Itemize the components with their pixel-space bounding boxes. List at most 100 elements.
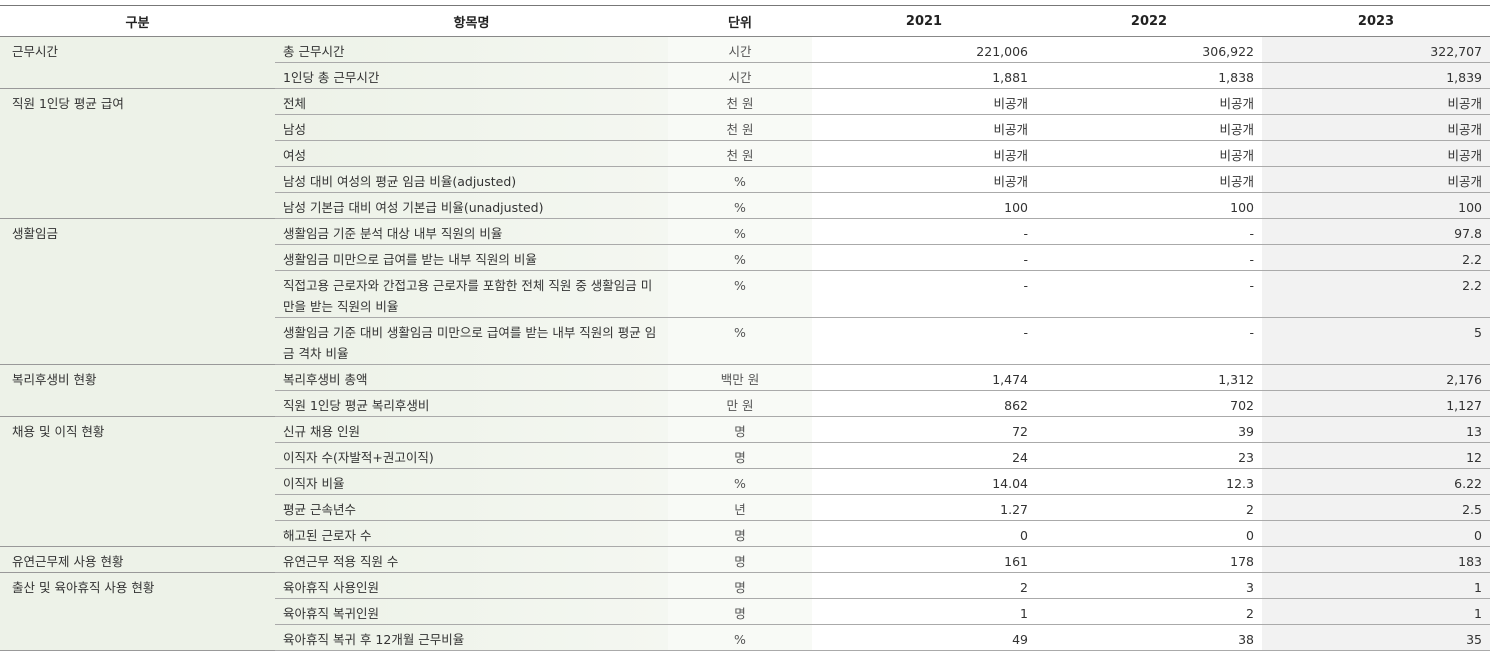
value-2021: -: [812, 244, 1036, 271]
table-row: 생활임금 생활임금 기준 분석 대상 내부 직원의 비율% - -97.8: [0, 218, 1490, 365]
hr-data-table: 구분 항목명 단위 2021 2022 2023 근무시간 총 근무시간 시간 221…: [0, 5, 1490, 651]
unit-cell: 천 원: [668, 140, 812, 167]
item-cell: 총 근무시간: [275, 36, 668, 63]
value-2022: -: [1036, 270, 1262, 318]
table-row: 이직자 수(자발적+권고이직) 명 24 23 12: [0, 442, 1490, 469]
value-2021: 1: [812, 598, 1036, 625]
unit-cell: 천 원: [668, 88, 812, 115]
value-2022: 1,838: [1036, 62, 1262, 89]
category-cell: 생활임금: [0, 218, 275, 365]
value-2022: 3: [1036, 572, 1262, 599]
value-2021: 1.27: [812, 494, 1036, 521]
item-cell: 남성: [275, 114, 668, 141]
unit-cell: 명: [668, 416, 812, 443]
value-2021: 161: [812, 546, 1036, 573]
value-2021: 24: [812, 442, 1036, 469]
value-2023: 1: [1262, 572, 1490, 599]
item-cell: 육아휴직 복귀인원: [275, 598, 668, 625]
value-2021: 1,881: [812, 62, 1036, 89]
value-2023: 비공개: [1262, 88, 1490, 115]
value-2021: 49: [812, 624, 1036, 651]
value-2023: 322,707: [1262, 36, 1490, 63]
unit-cell: 명: [668, 546, 812, 573]
table-row: 출산 및 육아휴직 사용 현황 육아휴직 사용인원 명 2 3 1: [0, 572, 1490, 651]
table-row: 1인당 총 근무시간 시간 1,881 1,838 1,839: [0, 62, 1490, 89]
unit-cell: 년: [668, 494, 812, 521]
unit-cell: %: [668, 218, 812, 245]
value-2023: 183: [1262, 546, 1490, 573]
category-cell: 유연근무제 사용 현황: [0, 546, 275, 573]
category-cell: 출산 및 육아휴직 사용 현황: [0, 572, 275, 651]
item-cell: 1인당 총 근무시간: [275, 62, 668, 89]
item-cell: 남성 대비 여성의 평균 임금 비율(adjusted): [275, 166, 668, 193]
value-2021: 2: [812, 572, 1036, 599]
value-2022: 178: [1036, 546, 1262, 573]
value-2022: 12.3: [1036, 468, 1262, 495]
value-2022: 306,922: [1036, 36, 1262, 63]
value-2023: 2.2: [1262, 244, 1490, 271]
item-cell: 전체: [275, 88, 668, 115]
value-2022: 1,312: [1036, 364, 1262, 391]
item-cell: 남성 기본급 대비 여성 기본급 비율(unadjusted): [275, 192, 668, 219]
category-cell: 근무시간: [0, 36, 275, 89]
value-2021: 1,474: [812, 364, 1036, 391]
value-2023: 0: [1262, 520, 1490, 547]
value-2023: 12: [1262, 442, 1490, 469]
table-row: 근무시간 총 근무시간 시간 221,006 306,922 322,707: [0, 36, 1490, 89]
value-2021: -: [812, 218, 1036, 245]
table-row: 이직자 비율% 14.04 12.3 6.22: [0, 468, 1490, 495]
item-cell: 신규 채용 인원: [275, 416, 668, 443]
header-2023: 2023: [1262, 5, 1490, 37]
value-2021: 비공개: [812, 88, 1036, 115]
item-cell: 육아휴직 복귀 후 12개월 근무비율: [275, 624, 668, 651]
value-2023: 35: [1262, 624, 1490, 651]
value-2022: 0: [1036, 520, 1262, 547]
table-row: 평균 근속년수 년 1.27 2 2.5: [0, 494, 1490, 521]
value-2021: 862: [812, 390, 1036, 417]
value-2022: 비공개: [1036, 166, 1262, 193]
table-row: 유연근무제 사용 현황 유연근무 적용 직원 수 명 161 178 183: [0, 546, 1490, 573]
table-row: 복리후생비 현황 복리후생비 총액 백만 원 1,474 1,312 2,176: [0, 364, 1490, 417]
unit-cell: 천 원: [668, 114, 812, 141]
value-2021: 비공개: [812, 140, 1036, 167]
value-2022: -: [1036, 244, 1262, 271]
category-cell: 복리후생비 현황: [0, 364, 275, 417]
value-2022: 38: [1036, 624, 1262, 651]
table-row: 채용 및 이직 현황 신규 채용 인원 명 72 39 13: [0, 416, 1490, 547]
table-row: 남성 천 원 비공개 비공개 비공개: [0, 114, 1490, 141]
unit-cell: %: [668, 468, 812, 495]
item-cell: 복리후생비 총액: [275, 364, 668, 391]
item-cell: 직원 1인당 평균 복리후생비: [275, 390, 668, 417]
value-2023: 1,127: [1262, 390, 1490, 417]
value-2023: 97.8: [1262, 218, 1490, 245]
value-2022: 비공개: [1036, 140, 1262, 167]
unit-cell: %: [668, 270, 812, 318]
category-cell: 채용 및 이직 현황: [0, 416, 275, 547]
table-row: 생활임금 미만으로 급여를 받는 내부 직원의 비율% - -2.2: [0, 244, 1490, 271]
table-row: 남성 기본급 대비 여성 기본급 비율(unadjusted)% 100 100 10…: [0, 192, 1490, 219]
unit-cell: 만 원: [668, 390, 812, 417]
value-2021: 비공개: [812, 114, 1036, 141]
unit-cell: 명: [668, 572, 812, 599]
value-2023: 5: [1262, 317, 1490, 365]
value-2023: 13: [1262, 416, 1490, 443]
unit-cell: %: [668, 244, 812, 271]
value-2022: -: [1036, 317, 1262, 365]
value-2021: -: [812, 317, 1036, 365]
value-2022: 비공개: [1036, 88, 1262, 115]
item-cell: 직접고용 근로자와 간접고용 근로자를 포함한 전체 직원 중 생활임금 미만을…: [275, 270, 668, 318]
value-2022: 39: [1036, 416, 1262, 443]
unit-cell: 시간: [668, 62, 812, 89]
value-2021: 100: [812, 192, 1036, 219]
header-2021: 2021: [812, 5, 1036, 37]
category-cell: 직원 1인당 평균 급여: [0, 88, 275, 219]
unit-cell: 명: [668, 442, 812, 469]
unit-cell: 시간: [668, 36, 812, 63]
header-category: 구분: [0, 5, 275, 37]
item-cell: 육아휴직 사용인원: [275, 572, 668, 599]
value-2023: 2.2: [1262, 270, 1490, 318]
value-2023: 비공개: [1262, 140, 1490, 167]
item-cell: 이직자 수(자발적+권고이직): [275, 442, 668, 469]
item-cell: 여성: [275, 140, 668, 167]
